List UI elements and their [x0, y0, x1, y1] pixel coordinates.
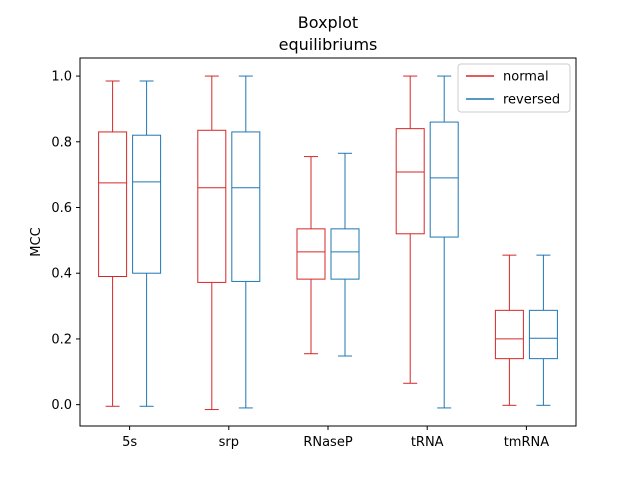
legend: normal reversed	[457, 63, 571, 113]
y-tick-label: 0.8	[51, 135, 72, 150]
box-reversed-5s	[132, 80, 162, 407]
y-tick-label: 0.6	[51, 201, 72, 216]
x-tick-label: RNaseP	[303, 435, 352, 450]
y-tick-label: 0.4	[51, 267, 72, 282]
iqr-box	[494, 309, 524, 360]
box-normal-RNaseP	[296, 156, 326, 355]
iqr-box	[98, 131, 128, 277]
y-tick-label: 0.0	[51, 398, 72, 413]
iqr-box	[231, 131, 261, 282]
box-normal-5s	[98, 80, 128, 407]
chart-subtitle: equilibriums	[279, 35, 378, 54]
iqr-box	[197, 129, 227, 283]
legend-label-normal: normal	[503, 70, 549, 85]
plot-frame	[79, 57, 577, 427]
iqr-box	[528, 309, 558, 360]
box-reversed-RNaseP	[330, 152, 360, 357]
iqr-box	[296, 228, 326, 280]
y-axis-label: MCC	[29, 227, 44, 256]
box-reversed-tmRNA	[528, 254, 558, 406]
box-reversed-srp	[231, 75, 261, 409]
iqr-box	[132, 134, 162, 274]
box-reversed-tRNA	[429, 75, 459, 409]
box-normal-srp	[197, 75, 227, 411]
box-normal-tRNA	[395, 75, 425, 384]
x-tick-label: tmRNA	[504, 435, 550, 450]
x-tick-label: srp	[219, 435, 239, 450]
iqr-box	[429, 121, 459, 238]
legend-label-reversed: reversed	[503, 93, 560, 108]
x-tick-label: tRNA	[411, 435, 444, 450]
x-tick-label: 5s	[122, 435, 137, 450]
box-normal-tmRNA	[494, 254, 524, 406]
iqr-box	[330, 228, 360, 280]
chart-title: Boxplot	[298, 13, 358, 32]
y-tick-label: 1.0	[51, 70, 72, 85]
y-tick-label: 0.2	[51, 332, 72, 347]
iqr-box	[395, 128, 425, 235]
